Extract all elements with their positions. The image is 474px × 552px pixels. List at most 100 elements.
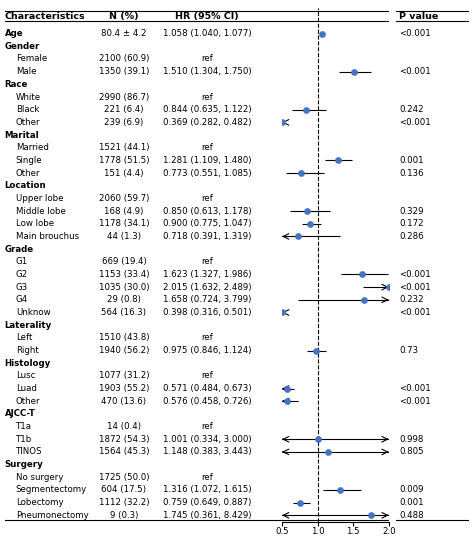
Text: Main brouchus: Main brouchus xyxy=(16,232,79,241)
Text: Segmentectomy: Segmentectomy xyxy=(16,485,87,495)
Text: 1112 (32.2): 1112 (32.2) xyxy=(99,498,149,507)
Text: Surgery: Surgery xyxy=(5,460,44,469)
Text: 2100 (60.9): 2100 (60.9) xyxy=(99,55,149,63)
Text: 151 (4.4): 151 (4.4) xyxy=(104,168,144,178)
Text: ref: ref xyxy=(201,473,213,482)
Text: G2: G2 xyxy=(16,270,28,279)
Text: Grade: Grade xyxy=(5,245,34,253)
Text: Upper lobe: Upper lobe xyxy=(16,194,64,203)
Text: 80.4 ± 4.2: 80.4 ± 4.2 xyxy=(101,29,147,38)
Text: 168 (4.9): 168 (4.9) xyxy=(104,206,144,216)
Text: 1.281 (1.109, 1.480): 1.281 (1.109, 1.480) xyxy=(163,156,251,165)
Text: 0.773 (0.551, 1.085): 0.773 (0.551, 1.085) xyxy=(163,168,252,178)
Text: 0.571 (0.484, 0.673): 0.571 (0.484, 0.673) xyxy=(163,384,252,393)
Text: HR (95% CI): HR (95% CI) xyxy=(175,12,239,21)
Text: 1564 (45.3): 1564 (45.3) xyxy=(99,448,149,457)
Text: 0.975 (0.846, 1.124): 0.975 (0.846, 1.124) xyxy=(163,346,251,355)
Text: 1940 (56.2): 1940 (56.2) xyxy=(99,346,149,355)
Text: G4: G4 xyxy=(16,295,28,304)
Text: <0.001: <0.001 xyxy=(400,67,431,76)
Text: Gender: Gender xyxy=(5,42,40,51)
Text: 0.242: 0.242 xyxy=(400,105,424,114)
Text: T1a: T1a xyxy=(16,422,32,431)
Text: 0.009: 0.009 xyxy=(400,485,424,495)
Text: White: White xyxy=(16,93,41,102)
Text: Histology: Histology xyxy=(5,359,51,368)
Text: ref: ref xyxy=(201,93,213,102)
Text: Male: Male xyxy=(16,67,36,76)
Text: 1153 (33.4): 1153 (33.4) xyxy=(99,270,149,279)
Text: 0.172: 0.172 xyxy=(400,219,424,229)
Text: 1.510 (1.304, 1.750): 1.510 (1.304, 1.750) xyxy=(163,67,252,76)
Text: <0.001: <0.001 xyxy=(400,397,431,406)
Text: 44 (1.3): 44 (1.3) xyxy=(107,232,141,241)
Text: 669 (19.4): 669 (19.4) xyxy=(101,257,146,266)
Text: G3: G3 xyxy=(16,283,28,291)
Text: 1725 (50.0): 1725 (50.0) xyxy=(99,473,149,482)
Text: Marital: Marital xyxy=(5,130,39,140)
Text: <0.001: <0.001 xyxy=(400,270,431,279)
Text: Laterality: Laterality xyxy=(5,321,52,330)
Text: 0.369 (0.282, 0.482): 0.369 (0.282, 0.482) xyxy=(163,118,251,127)
Text: Luad: Luad xyxy=(16,384,36,393)
Text: Female: Female xyxy=(16,55,47,63)
Text: 0.73: 0.73 xyxy=(400,346,419,355)
Text: 0.998: 0.998 xyxy=(400,435,424,444)
Text: 14 (0.4): 14 (0.4) xyxy=(107,422,141,431)
Text: 1.745 (0.361, 8.429): 1.745 (0.361, 8.429) xyxy=(163,511,251,520)
Text: AJCC-T: AJCC-T xyxy=(5,410,36,418)
Text: 0.329: 0.329 xyxy=(400,206,424,216)
Text: Age: Age xyxy=(5,29,23,38)
Text: 1.623 (1.327, 1.986): 1.623 (1.327, 1.986) xyxy=(163,270,251,279)
Text: 2990 (86.7): 2990 (86.7) xyxy=(99,93,149,102)
Text: ref: ref xyxy=(201,422,213,431)
Text: 29 (0.8): 29 (0.8) xyxy=(107,295,141,304)
Text: 1521 (44.1): 1521 (44.1) xyxy=(99,143,149,152)
Text: 1077 (31.2): 1077 (31.2) xyxy=(99,371,149,380)
Text: 1.148 (0.383, 3.443): 1.148 (0.383, 3.443) xyxy=(163,448,252,457)
Text: Race: Race xyxy=(5,80,28,89)
Text: 0.844 (0.635, 1.122): 0.844 (0.635, 1.122) xyxy=(163,105,252,114)
Text: N (%): N (%) xyxy=(109,12,139,21)
Text: Low lobe: Low lobe xyxy=(16,219,54,229)
Text: Black: Black xyxy=(16,105,39,114)
Text: 239 (6.9): 239 (6.9) xyxy=(104,118,144,127)
Text: ref: ref xyxy=(201,333,213,342)
Text: P value: P value xyxy=(400,12,439,21)
Text: No surgery: No surgery xyxy=(16,473,63,482)
Text: 1.316 (1.072, 1.615): 1.316 (1.072, 1.615) xyxy=(163,485,252,495)
Text: 0.900 (0.775, 1.047): 0.900 (0.775, 1.047) xyxy=(163,219,251,229)
Text: <0.001: <0.001 xyxy=(400,29,431,38)
Text: 0.001: 0.001 xyxy=(400,156,424,165)
Text: Unknow: Unknow xyxy=(16,308,50,317)
Text: Married: Married xyxy=(16,143,49,152)
Text: 1.058 (1.040, 1.077): 1.058 (1.040, 1.077) xyxy=(163,29,252,38)
Text: 1778 (51.5): 1778 (51.5) xyxy=(99,156,149,165)
Text: Pneumonectomy: Pneumonectomy xyxy=(16,511,89,520)
Text: 0.398 (0.316, 0.501): 0.398 (0.316, 0.501) xyxy=(163,308,251,317)
Text: TINOS: TINOS xyxy=(16,448,42,457)
Text: Other: Other xyxy=(16,168,40,178)
Text: Left: Left xyxy=(16,333,32,342)
Text: 1.658 (0.724, 3.799): 1.658 (0.724, 3.799) xyxy=(163,295,251,304)
Text: ref: ref xyxy=(201,371,213,380)
Text: 564 (16.3): 564 (16.3) xyxy=(101,308,146,317)
Text: Right: Right xyxy=(16,346,38,355)
Text: 0.759 (0.649, 0.887): 0.759 (0.649, 0.887) xyxy=(163,498,251,507)
Text: 1903 (55.2): 1903 (55.2) xyxy=(99,384,149,393)
Text: Single: Single xyxy=(16,156,43,165)
Text: 9 (0.3): 9 (0.3) xyxy=(110,511,138,520)
Text: ref: ref xyxy=(201,194,213,203)
Text: 0.718 (0.391, 1.319): 0.718 (0.391, 1.319) xyxy=(163,232,251,241)
Text: 0.805: 0.805 xyxy=(400,448,424,457)
Text: <0.001: <0.001 xyxy=(400,384,431,393)
Text: 0.232: 0.232 xyxy=(400,295,424,304)
Text: Characteristics: Characteristics xyxy=(5,12,85,21)
Text: ref: ref xyxy=(201,257,213,266)
Text: 1178 (34.1): 1178 (34.1) xyxy=(99,219,149,229)
Text: ref: ref xyxy=(201,143,213,152)
Text: 0.001: 0.001 xyxy=(400,498,424,507)
Text: ref: ref xyxy=(201,55,213,63)
Text: 0.488: 0.488 xyxy=(400,511,424,520)
Text: 0.136: 0.136 xyxy=(400,168,424,178)
